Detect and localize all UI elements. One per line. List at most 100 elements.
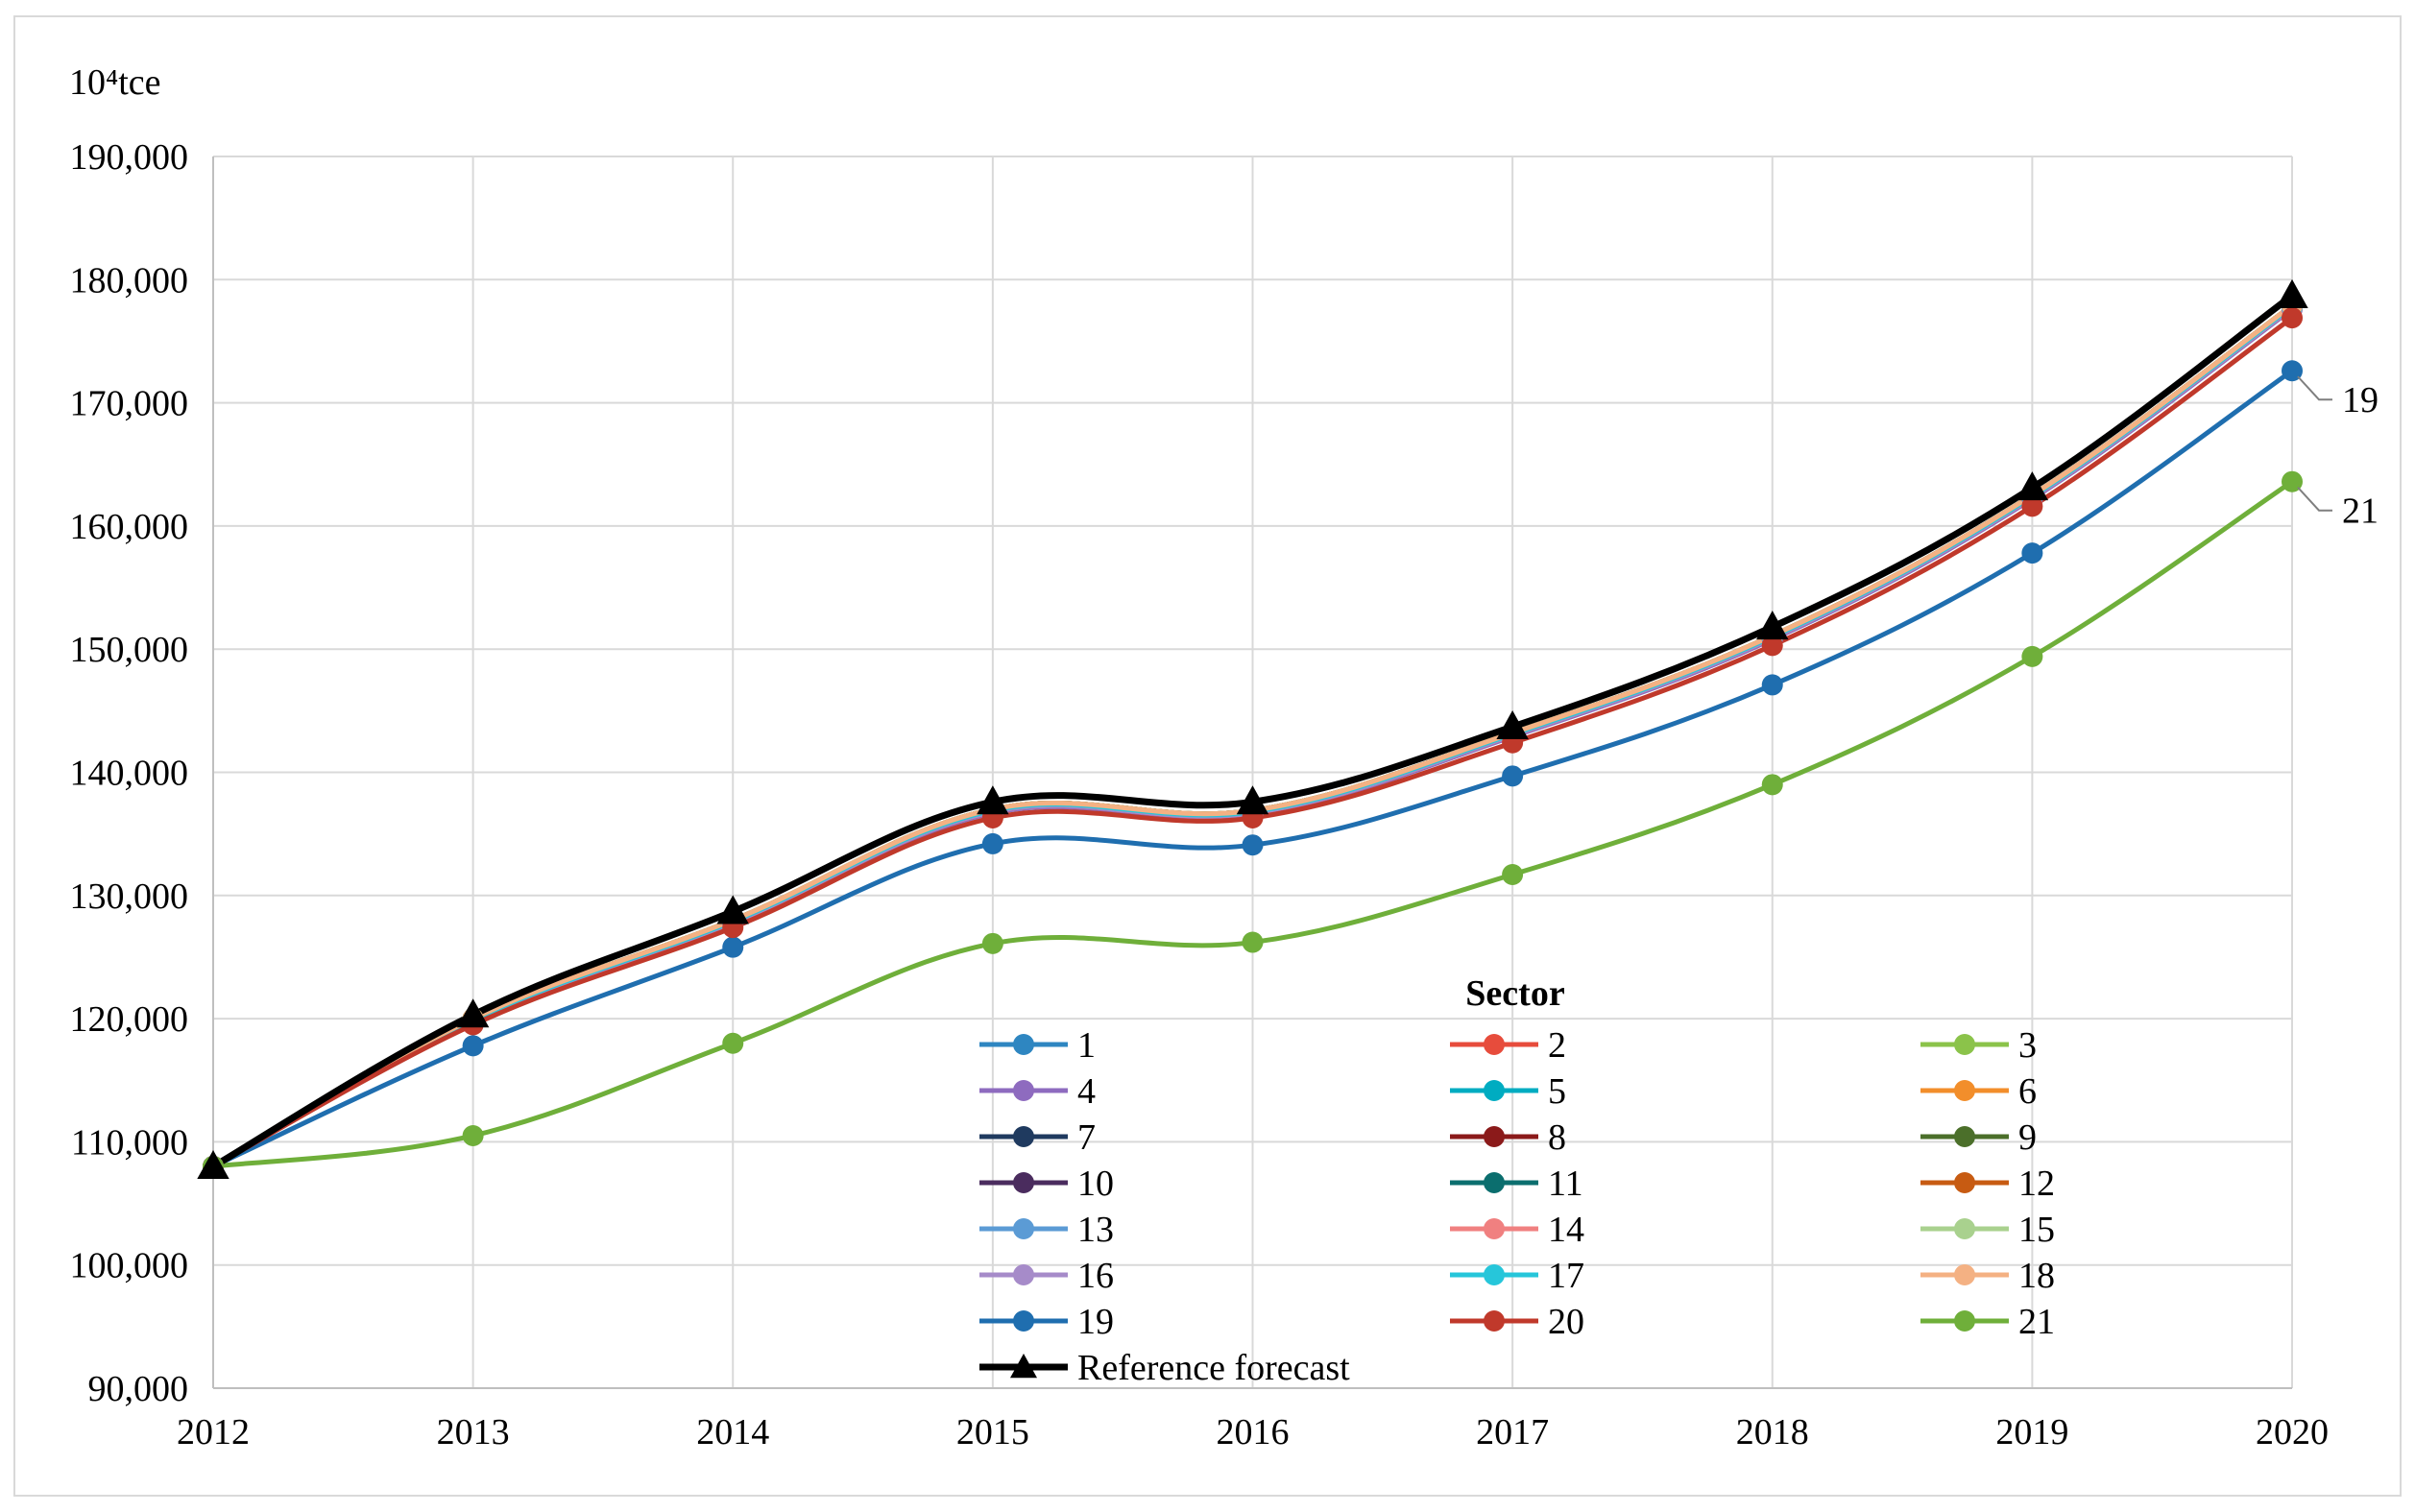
x-tick-label: 2020 — [2256, 1412, 2329, 1452]
marker-series-20 — [2021, 495, 2043, 517]
legend-entry-label: 20 — [1548, 1302, 1584, 1342]
marker-reference-forecast — [716, 895, 749, 924]
x-tick-label: 2015 — [956, 1412, 1029, 1452]
marker-reference-forecast — [456, 998, 490, 1028]
legend-entry-label: 6 — [2018, 1071, 2037, 1112]
legend-entry-label: 18 — [2018, 1256, 2055, 1296]
legend-swatch-marker — [1013, 1080, 1034, 1101]
marker-series-21 — [462, 1124, 484, 1146]
legend-entry-label: 13 — [1077, 1210, 1114, 1250]
legend-title: Sector — [1465, 973, 1565, 1014]
annotation-leader — [2297, 487, 2332, 512]
legend-entry-label: 7 — [1077, 1117, 1096, 1158]
legend-entry-label: 19 — [1077, 1302, 1114, 1342]
legend-entry-label: 12 — [2018, 1164, 2055, 1204]
marker-reference-forecast — [2276, 278, 2308, 308]
annotation-leader — [2297, 375, 2332, 401]
marker-series-19 — [1761, 674, 1783, 696]
y-tick-labels: 90,000 100,000 110,000 120,000 130,000 140,00… — [70, 137, 189, 1409]
legend-entry-label: 3 — [2018, 1025, 2037, 1066]
legend-entry-label: 14 — [1548, 1210, 1584, 1250]
marker-series-20 — [1761, 635, 1783, 657]
legend-swatch-marker — [1484, 1034, 1505, 1055]
y-tick-label: 160,000 — [70, 507, 189, 547]
y-tick-label: 90,000 — [88, 1369, 189, 1409]
legend-swatch-marker — [1484, 1218, 1505, 1239]
y-tick-label: 100,000 — [70, 1246, 189, 1286]
marker-series-21 — [1761, 774, 1783, 796]
legend-swatch-marker — [1013, 1172, 1034, 1193]
marker-series-20 — [2282, 307, 2303, 329]
legend-entry-label: 15 — [2018, 1210, 2055, 1250]
marker-series-19 — [2282, 360, 2303, 382]
legend-entry-label: 9 — [2018, 1117, 2037, 1158]
y-tick-label: 110,000 — [71, 1122, 188, 1163]
x-tick-labels: 2012 2013 2014 2015 2016 2017 2018 2019 2020 — [177, 1412, 2329, 1452]
legend-swatch-marker — [1954, 1218, 1975, 1239]
y-tick-label: 140,000 — [70, 754, 189, 794]
legend-entry-label: 10 — [1077, 1164, 1114, 1204]
marker-series-21 — [722, 1032, 744, 1054]
legend-entry-label: 4 — [1077, 1071, 1096, 1112]
marker-reference-forecast — [1236, 785, 1269, 815]
marker-reference-forecast — [1756, 611, 1789, 640]
marker-series-19 — [722, 936, 744, 958]
y-axis-unit-label: 10⁴tce — [69, 62, 161, 103]
legend-swatch-marker — [1954, 1310, 1975, 1332]
x-tick-label: 2019 — [1995, 1412, 2068, 1452]
axes — [212, 156, 2292, 1389]
annotation-label: 19 — [2342, 380, 2379, 420]
legend-swatch-marker — [1484, 1172, 1505, 1193]
legend-swatch-marker — [1013, 1264, 1034, 1285]
legend-swatch-marker — [1484, 1080, 1505, 1101]
marker-series-21 — [981, 932, 1003, 954]
legend-swatch-marker — [1484, 1126, 1505, 1147]
legend-swatch-marker — [1954, 1172, 1975, 1193]
x-tick-label: 2012 — [177, 1412, 250, 1452]
y-tick-label: 170,000 — [70, 384, 189, 424]
legend-entry-label: 2 — [1548, 1025, 1566, 1066]
legend-swatch-marker — [1954, 1126, 1975, 1147]
legend-swatch-marker — [1010, 1354, 1037, 1379]
legend-entry-label: 8 — [1548, 1117, 1566, 1158]
marker-series-19 — [2021, 542, 2043, 564]
legend-swatch-marker — [1484, 1264, 1505, 1285]
marker-reference-forecast — [977, 785, 1009, 815]
legend-swatch-marker — [1013, 1218, 1034, 1239]
x-tick-label: 2013 — [437, 1412, 510, 1452]
legend-entry-label: 16 — [1077, 1256, 1114, 1296]
marker-series-19 — [462, 1035, 484, 1057]
x-tick-label: 2016 — [1217, 1412, 1290, 1452]
legend-entry-label: 5 — [1548, 1071, 1566, 1112]
legend-entry-label: 21 — [2018, 1302, 2055, 1342]
series-markers — [197, 278, 2308, 1180]
legend-entry-label: Reference forecast — [1077, 1348, 1350, 1388]
marker-series-19 — [1502, 765, 1524, 787]
x-tick-label: 2014 — [696, 1412, 769, 1452]
chart-frame — [13, 15, 2402, 1497]
legend-swatch-marker — [1013, 1034, 1034, 1055]
marker-reference-forecast — [2016, 471, 2049, 501]
y-tick-label: 150,000 — [70, 630, 189, 670]
legend-swatch-marker — [1954, 1080, 1975, 1101]
y-tick-label: 120,000 — [70, 999, 189, 1040]
y-tick-label: 130,000 — [70, 876, 189, 917]
y-tick-label: 190,000 — [70, 137, 189, 178]
marker-series-21 — [2021, 645, 2043, 667]
marker-series-19 — [981, 832, 1003, 854]
legend-entry-label: 17 — [1548, 1256, 1584, 1296]
y-tick-label: 180,000 — [70, 260, 189, 300]
legend-swatch-marker — [1013, 1126, 1034, 1147]
marker-series-21 — [1502, 863, 1524, 885]
marker-series-21 — [1242, 931, 1264, 953]
x-tick-label: 2017 — [1476, 1412, 1549, 1452]
marker-reference-forecast — [1496, 709, 1529, 740]
marker-series-21 — [2282, 470, 2303, 492]
legend-entry-label: 1 — [1077, 1025, 1096, 1066]
legend-swatch-marker — [1484, 1310, 1505, 1332]
marker-series-19 — [1242, 834, 1264, 856]
gridlines — [213, 156, 2293, 1388]
